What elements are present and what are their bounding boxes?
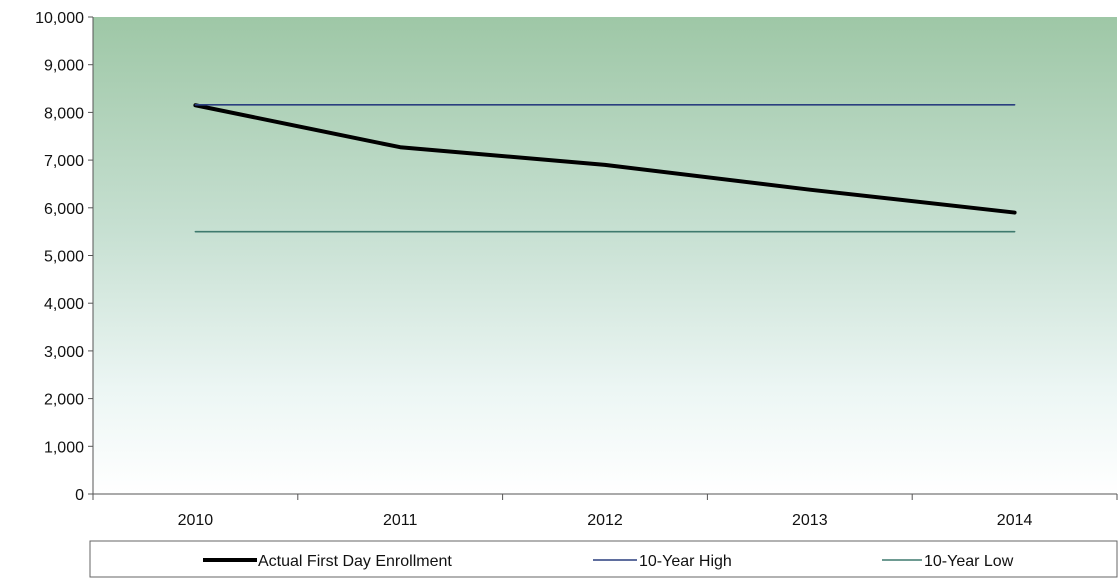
y-tick-label: 3,000 [44, 344, 84, 361]
plot-area [93, 17, 1117, 494]
y-tick-label: 10,000 [35, 10, 84, 27]
legend: Actual First Day Enrollment 10-Year High 1… [89, 540, 1118, 578]
legend-box [89, 540, 1118, 578]
series-layer [193, 103, 1017, 233]
legend-label-0: Actual First Day Enrollment [258, 553, 452, 570]
x-axis: 2010 2011 2012 2013 2014 [92, 493, 1118, 529]
y-tick-label: 4,000 [44, 296, 84, 313]
x-tick-label: 2012 [587, 512, 623, 529]
y-tick-label: 6,000 [44, 201, 84, 218]
x-tick-label: 2010 [178, 512, 214, 529]
x-tick-label: 2011 [383, 512, 418, 529]
legend-label-1: 10-Year High [639, 553, 732, 570]
y-axis: 0 1,000 2,000 3,000 4,000 5,000 6,000 7,000 8,00… [35, 10, 94, 504]
y-tick-label: 7,000 [44, 153, 84, 170]
y-tick-label: 5,000 [44, 249, 84, 266]
y-tick-label: 2,000 [44, 392, 84, 409]
y-tick-label: 8,000 [44, 105, 84, 122]
x-tick-label: 2014 [997, 512, 1033, 529]
x-tick-label: 2013 [792, 512, 828, 529]
legend-label-2: 10-Year Low [924, 553, 1014, 570]
y-tick-label: 9,000 [44, 58, 84, 75]
y-tick-label: 0 [75, 487, 84, 504]
y-tick-label: 1,000 [44, 439, 84, 456]
